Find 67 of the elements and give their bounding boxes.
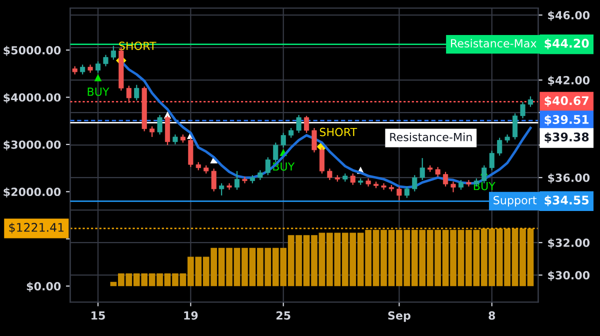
candlestick — [103, 54, 108, 67]
candlestick — [242, 176, 248, 184]
x-tick-label: 19 — [184, 311, 198, 320]
candlestick — [219, 182, 224, 196]
x-tick-label: 25 — [276, 311, 290, 320]
candlestick — [327, 168, 332, 181]
candlestick — [296, 114, 302, 134]
text: $39.51 — [544, 114, 589, 126]
candlestick — [265, 156, 270, 176]
y-tick-label: $3000.00 — [4, 140, 61, 150]
candlestick — [211, 168, 216, 192]
candlestick — [312, 127, 317, 153]
y2-tick-label: $46.00 — [548, 10, 590, 21]
y2-tick-label: $42.00 — [548, 76, 590, 86]
ref-line-label: Support — [494, 196, 537, 207]
ref-line-label: Resistance-Min — [390, 132, 472, 142]
candlestick — [520, 101, 526, 119]
candlestick — [458, 179, 464, 190]
y2-tick-label: $36.00 — [548, 173, 590, 184]
candlestick — [126, 85, 132, 104]
candlestick — [172, 134, 178, 145]
text: $44.20 — [544, 38, 589, 50]
candlestick — [404, 186, 410, 198]
candlestick — [273, 142, 278, 163]
point — [94, 74, 102, 82]
candlestick — [443, 171, 448, 188]
y-tick-label: $0.00 — [26, 282, 61, 292]
candlestick — [350, 172, 356, 186]
ref-line-label: Resistance-Max — [451, 38, 536, 48]
text: $39.38 — [544, 132, 589, 144]
candlestick — [420, 158, 425, 181]
candlestick — [412, 174, 418, 192]
candlestick — [497, 137, 502, 156]
y2-tick-label: $32.00 — [548, 238, 590, 248]
x-tick-label: Sep — [388, 311, 410, 322]
data-label: SHORT — [320, 128, 358, 136]
candlestick — [280, 132, 286, 148]
candlestick — [304, 115, 310, 134]
candlestick — [134, 84, 140, 101]
y-tick-label: $5000.00 — [4, 46, 61, 56]
candlestick — [489, 150, 494, 171]
text: $40.67 — [544, 96, 588, 107]
y-tick-label: $4000.00 — [4, 93, 61, 104]
x-tick-label: 8 — [488, 311, 496, 320]
candlestick — [482, 164, 487, 184]
candlestick — [226, 182, 232, 190]
candlestick — [234, 170, 240, 190]
candlestick — [396, 186, 402, 201]
candlestick — [110, 45, 116, 60]
candlestick — [435, 166, 440, 178]
text: $34.55 — [544, 195, 589, 206]
text: $1221.41 — [9, 222, 64, 234]
candlestick — [319, 146, 324, 174]
candlestick — [95, 60, 101, 74]
candlestick — [381, 182, 386, 190]
candlestick — [528, 96, 534, 108]
data-label: BUY — [88, 88, 110, 96]
candlestick — [150, 126, 155, 138]
y2-tick-label: $30.00 — [548, 270, 590, 281]
x-tick-label: 15 — [92, 311, 105, 320]
candlestick — [512, 112, 518, 140]
y-tick-label: $2000.00 — [4, 187, 61, 198]
candlestick — [288, 127, 294, 138]
candlestick — [258, 170, 263, 181]
candlestick — [157, 114, 162, 136]
candlestick — [450, 181, 456, 193]
candlestick — [80, 64, 86, 75]
